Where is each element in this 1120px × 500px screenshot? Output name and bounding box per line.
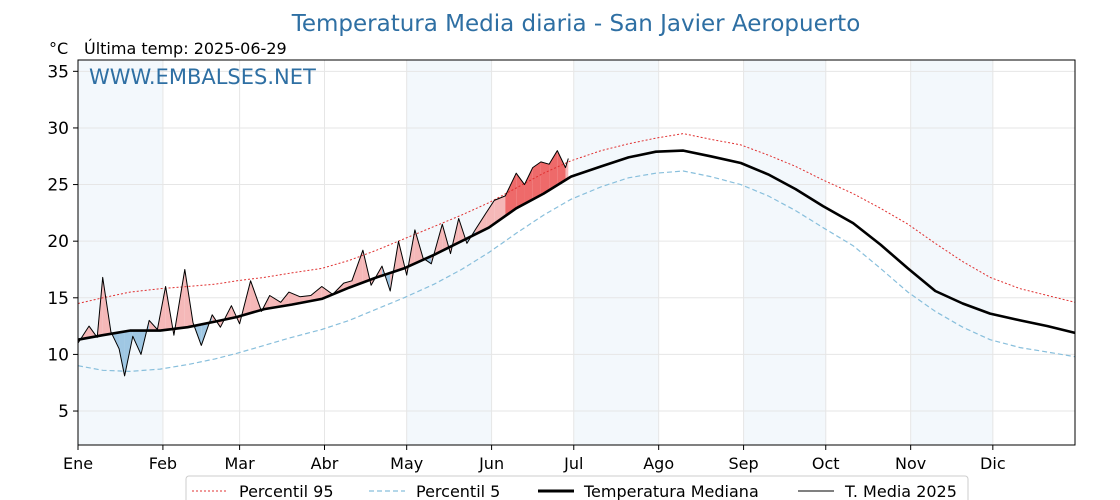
x-tick-label-sep: Sep [729, 454, 759, 473]
y-tick-label: 10 [47, 345, 69, 365]
anomaly-area-above [486, 200, 495, 229]
month-band-jul [573, 60, 659, 445]
line-percentil-95 [77, 133, 1076, 304]
x-tick-label-feb: Feb [149, 454, 177, 473]
y-tick-label: 20 [47, 232, 69, 252]
legend-label-median: Temperatura Mediana [583, 482, 759, 500]
anomaly-area-above [540, 161, 550, 196]
last-temp-label: Última temp: 2025-06-29 [84, 39, 287, 58]
x-axis-ticks: Ene Feb Mar Abr May Jun Jul Ago Sep Oct Nov Dic [63, 445, 1006, 473]
anomaly-area-above [288, 292, 300, 306]
line-percentil-5 [77, 170, 1076, 373]
grid-lines [77, 60, 1075, 445]
unit-label: °C [49, 39, 68, 58]
y-tick-label: 25 [47, 176, 69, 196]
plot-frame [77, 59, 1076, 446]
month-band-nov [910, 60, 993, 445]
anomaly-area-above [505, 173, 517, 217]
legend-box [185, 475, 969, 500]
x-tick-label-jul: Jul [563, 454, 583, 473]
legend-label-2025: T. Media 2025 [844, 482, 957, 500]
anomaly-area-above [269, 295, 281, 309]
month-band-sep [743, 60, 826, 445]
legend-label-p95: Percentil 95 [239, 482, 334, 500]
legend: Percentil 95 Percentil 5 Temperatura Med… [185, 475, 969, 500]
y-tick-label: 5 [58, 402, 69, 422]
y-tick-label: 15 [47, 289, 69, 309]
y-tick-label: 35 [47, 62, 69, 82]
x-tick-label-nov: Nov [895, 454, 926, 473]
x-tick-label-ene: Ene [63, 454, 93, 473]
month-bands [78, 60, 993, 445]
legend-label-p5: Percentil 5 [416, 482, 500, 500]
anomaly-area-above [524, 167, 533, 204]
anomaly-area-above [532, 161, 541, 200]
chart-title: Temperatura Media diaria - San Javier Ae… [291, 11, 861, 37]
x-tick-label-mar: Mar [225, 454, 256, 473]
anomaly-area-above [549, 150, 558, 191]
x-tick-label-oct: Oct [812, 454, 840, 473]
anomaly-area-above [280, 292, 289, 307]
x-tick-label-dic: Dic [980, 454, 1006, 473]
line-t-media-2025 [77, 150, 569, 377]
y-axis-ticks: 5 10 15 20 25 30 35 [47, 62, 78, 422]
y-tick-label: 30 [47, 119, 69, 139]
anomaly-area-below [119, 331, 125, 376]
watermark: WWW.EMBALSES.NET [89, 65, 316, 89]
month-band-ene [78, 60, 163, 445]
anomaly-area-above [565, 158, 569, 181]
anomaly-area-above [310, 286, 322, 301]
anomaly-area-above [343, 280, 352, 290]
anomaly-area-above [321, 286, 333, 299]
series-lines [77, 133, 1076, 377]
anomaly-area-below [382, 266, 391, 291]
anomaly-area-below [132, 330, 141, 355]
x-tick-label-ago: Ago [643, 454, 674, 473]
x-tick-label-jun: Jun [478, 454, 504, 473]
x-tick-label-may: May [390, 454, 423, 473]
x-tick-label-abr: Abr [311, 454, 339, 473]
anomaly-area-above [557, 150, 566, 186]
